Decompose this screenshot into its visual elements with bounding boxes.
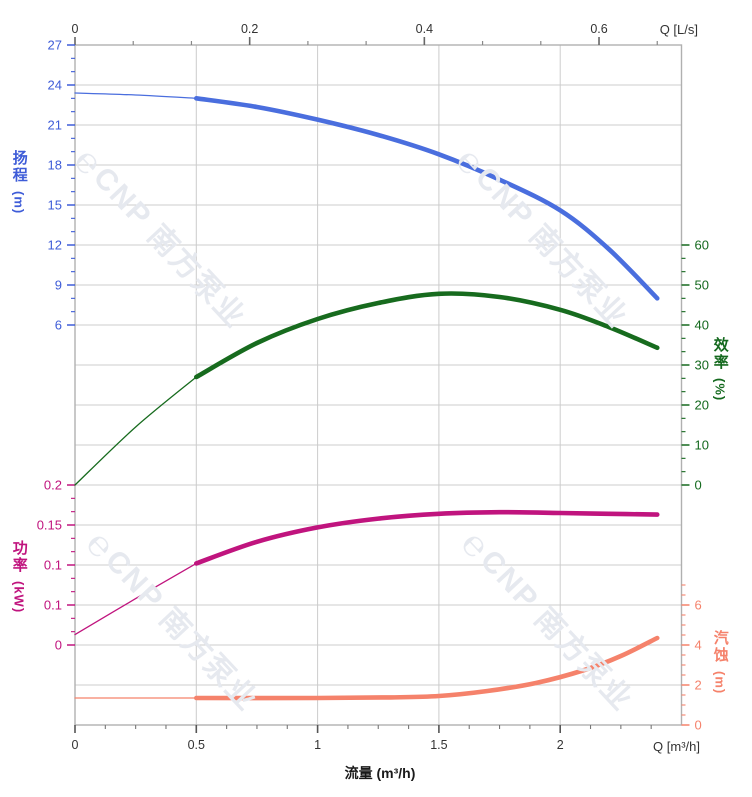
svg-text:9: 9 [55, 278, 62, 293]
efficiency-axis-name: 效率 [711, 337, 729, 371]
svg-text:0.6: 0.6 [590, 22, 607, 36]
head-axis-name: 扬程 [10, 150, 28, 184]
svg-text:0.2: 0.2 [241, 22, 258, 36]
svg-text:6: 6 [695, 598, 702, 613]
bottom-axis-unit-label: Q [m³/h] [653, 739, 700, 754]
svg-text:2: 2 [557, 738, 564, 752]
svg-text:2: 2 [695, 678, 702, 693]
npsh-curve [74, 635, 660, 701]
svg-text:50: 50 [695, 278, 709, 293]
power-curve [74, 509, 660, 636]
svg-text:0.1: 0.1 [44, 558, 62, 573]
svg-text:12: 12 [48, 238, 62, 253]
flow-axis-title: 流量 (m³/h) [344, 765, 416, 781]
svg-text:1: 1 [314, 738, 321, 752]
svg-text:15: 15 [48, 198, 62, 213]
npsh-axis-unit: (m) [712, 671, 728, 695]
svg-text:21: 21 [48, 118, 62, 133]
head-curve [74, 92, 660, 301]
svg-text:1.5: 1.5 [430, 738, 447, 752]
svg-text:0.5: 0.5 [188, 738, 205, 752]
svg-text:18: 18 [48, 158, 62, 173]
svg-text:0: 0 [72, 22, 79, 36]
efficiency-axis-title: 效率 (%) [711, 337, 729, 401]
power-axis-title: 功率 (kW) [10, 540, 28, 613]
svg-text:0.4: 0.4 [416, 22, 433, 36]
svg-text:60: 60 [695, 238, 709, 253]
svg-text:4: 4 [695, 638, 702, 653]
svg-text:0.2: 0.2 [44, 478, 62, 493]
svg-text:0: 0 [55, 638, 62, 653]
svg-text:40: 40 [695, 318, 709, 333]
npsh-axis-name: 汽蚀 [711, 630, 729, 664]
svg-text:10: 10 [695, 438, 709, 453]
efficiency-curve [74, 291, 660, 486]
svg-text:27: 27 [48, 38, 62, 53]
efficiency-axis-unit: (%) [712, 378, 728, 402]
npsh-axis-title: 汽蚀 (m) [711, 630, 729, 694]
top-axis-unit-label: Q [L/s] [659, 22, 698, 37]
svg-text:0.15: 0.15 [37, 518, 62, 533]
power-axis-name: 功率 [10, 540, 28, 574]
head-axis-unit: (m) [11, 191, 27, 215]
head-axis-title: 扬程 (m) [10, 150, 28, 214]
svg-text:6: 6 [55, 318, 62, 333]
svg-text:0: 0 [72, 738, 79, 752]
svg-text:0.1: 0.1 [44, 598, 62, 613]
svg-text:24: 24 [48, 78, 62, 93]
svg-text:20: 20 [695, 398, 709, 413]
svg-text:0: 0 [695, 478, 702, 493]
svg-text:30: 30 [695, 358, 709, 373]
svg-text:0: 0 [695, 718, 702, 733]
power-axis-unit: (kW) [11, 581, 27, 614]
